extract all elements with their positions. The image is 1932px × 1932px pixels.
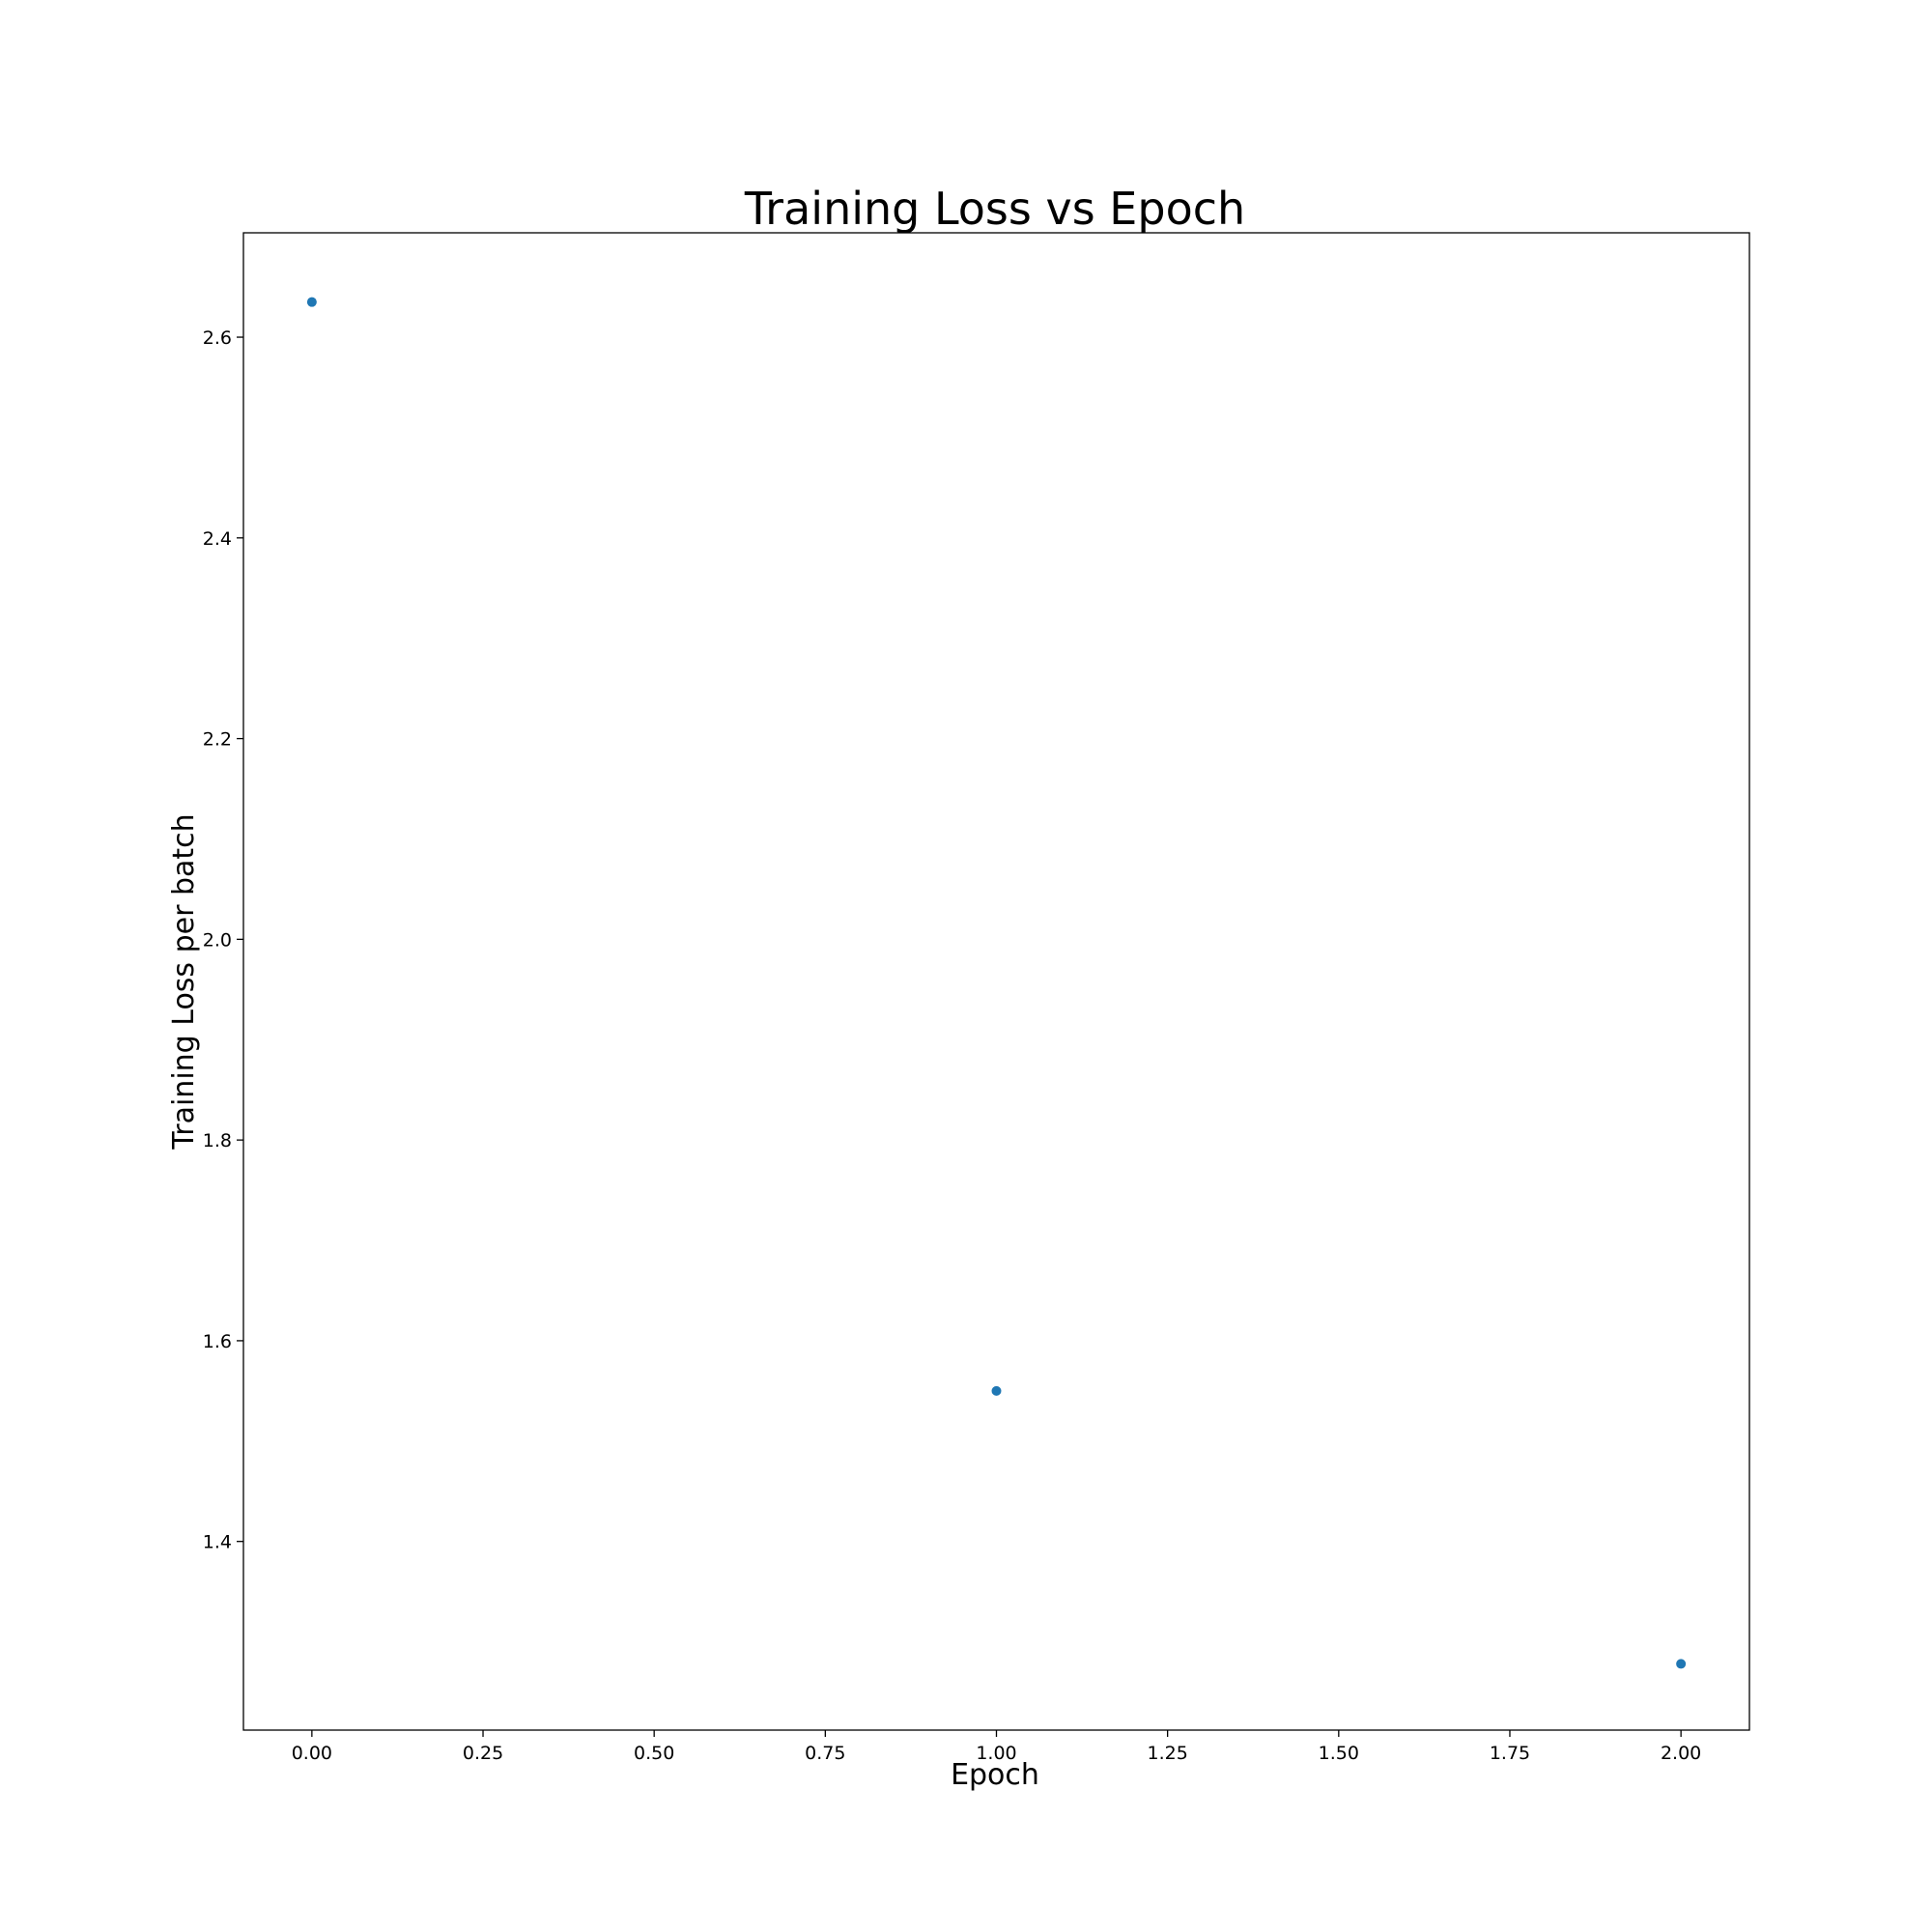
y-tick-label: 1.8 bbox=[203, 1130, 232, 1151]
x-tick-label: 1.00 bbox=[976, 1743, 1016, 1764]
x-tick-label: 0.50 bbox=[634, 1743, 674, 1764]
x-tick-label: 0.75 bbox=[805, 1743, 845, 1764]
x-tick-label: 0.25 bbox=[463, 1743, 503, 1764]
x-tick-label: 1.50 bbox=[1319, 1743, 1359, 1764]
y-tick-label: 2.4 bbox=[203, 528, 232, 550]
x-axis-ticks: 0.00 0.25 0.50 0.75 1.00 1.25 1.50 1.75 2.00 bbox=[292, 1730, 1701, 1764]
y-tick-label: 1.6 bbox=[203, 1331, 232, 1352]
x-tick-label: 2.00 bbox=[1661, 1743, 1701, 1764]
y-tick-label: 2.2 bbox=[203, 729, 232, 751]
y-tick-label: 2.0 bbox=[203, 929, 232, 951]
data-point bbox=[1676, 1659, 1687, 1669]
y-tick-label: 2.6 bbox=[203, 327, 232, 349]
x-tick-label: 1.75 bbox=[1490, 1743, 1530, 1764]
y-axis-label: Training Loss per batch bbox=[167, 813, 201, 1150]
plot-area-frame bbox=[242, 232, 1750, 1731]
x-tick-label: 1.25 bbox=[1148, 1743, 1188, 1764]
y-axis-ticks: 1.4 1.6 1.8 2.0 2.2 2.4 2.6 bbox=[203, 327, 243, 1553]
data-point bbox=[306, 297, 317, 307]
chart-title: Training Loss vs Epoch bbox=[744, 183, 1245, 235]
x-axis-label: Epoch bbox=[951, 1758, 1039, 1792]
x-tick-label: 0.00 bbox=[292, 1743, 332, 1764]
data-point bbox=[991, 1385, 1002, 1396]
data-points bbox=[306, 297, 1687, 1669]
y-tick-label: 1.4 bbox=[203, 1532, 232, 1553]
